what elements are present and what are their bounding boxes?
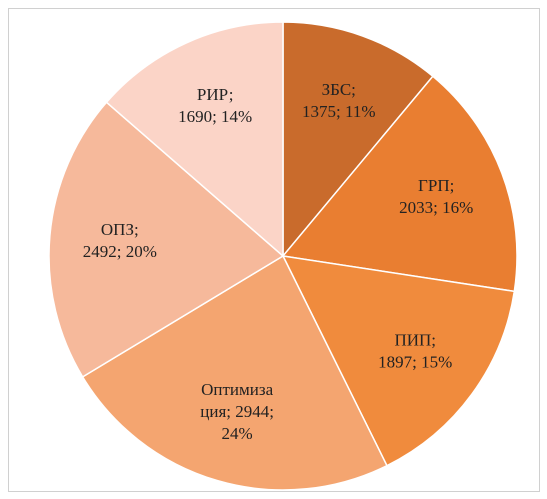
pie-slice <box>48 101 285 378</box>
data-label-line: ПИП; <box>394 331 436 350</box>
pie-slice <box>105 21 284 258</box>
data-label: ЗБС; 1375; 11% <box>302 80 376 121</box>
data-label: ПИП; 1897; 15% <box>378 331 452 372</box>
data-label: РИР; 1690; 14% <box>178 85 252 126</box>
data-label-line: 1690; 14% <box>178 107 252 126</box>
pie-slice <box>81 254 388 491</box>
data-label: ОПЗ; 2492; 20% <box>83 220 157 261</box>
data-label-line: Оптимиза <box>201 380 273 399</box>
data-label-line: 24% <box>222 424 253 443</box>
data-label-line: 2033; 16% <box>399 198 473 217</box>
data-label-line: 2492; 20% <box>83 242 157 261</box>
data-label-line: РИР; <box>197 85 234 104</box>
data-label-line: ГРП; <box>418 176 454 195</box>
data-label-line: ЗБС; <box>322 80 356 99</box>
data-label-line: 1375; 11% <box>302 102 376 121</box>
pie-slice <box>282 21 434 259</box>
data-label-line: ОПЗ; <box>101 220 139 239</box>
data-label-line: 1897; 15% <box>378 353 452 372</box>
data-label: ГРП; 2033; 16% <box>399 176 473 217</box>
data-label-line: ция; 2944; <box>200 402 274 421</box>
data-label: Оптимиза ция; 2944; 24% <box>200 380 274 443</box>
pie-slice <box>281 255 516 467</box>
pie-slice <box>281 75 518 293</box>
